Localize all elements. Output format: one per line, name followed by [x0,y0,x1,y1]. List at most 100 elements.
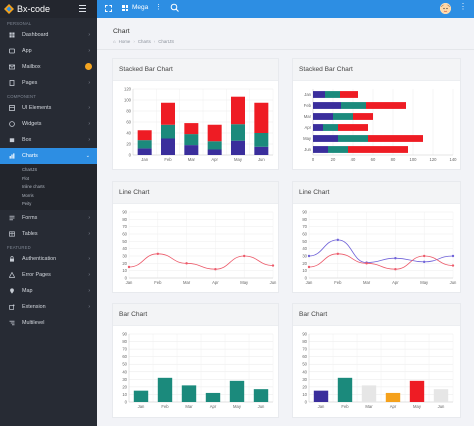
sidebar-item-label: Authentication [22,255,57,262]
bar [385,392,401,402]
y-tick-label: 40 [126,131,131,136]
card-title: Bar Chart [113,304,278,326]
submenu-item[interactable]: Inline charts [22,184,45,190]
bar [181,385,197,402]
line-chart-card-2: Line Chart 0 10 20 30 40 50 60 70 80 90 Jan Feb Mar A… [292,181,461,293]
x-tick-label: Jan [141,157,148,162]
sidebar-item-forms[interactable]: Forms › [0,210,97,226]
x-tick-label: Jan [126,280,133,285]
bar [368,135,423,142]
x-tick-label: Mar [183,280,191,285]
y-tick-label: 100 [124,98,132,103]
y-tick-label: 0 [305,276,308,281]
y-tick-label: 50 [122,239,127,244]
x-tick-label: Apr [211,157,218,162]
more-vertical-icon[interactable]: ⋮ [155,4,162,11]
series-line [308,253,454,270]
sidebar-item-pages[interactable]: Pages › [0,75,97,91]
bar [366,102,406,109]
y-tick-label: 20 [302,384,307,389]
y-tick-label: 40 [122,246,127,251]
data-point [423,254,426,258]
sidebar-item-extension[interactable]: Extension › [0,299,97,315]
error-pages-icon [9,271,15,278]
bar [161,138,175,155]
y-tick-label: 120 [124,87,132,92]
series-line [308,239,454,264]
submenu-item[interactable]: Morris [22,192,34,198]
y-tick-label: 60 [302,354,307,359]
y-tick-label: 90 [302,210,307,215]
chevron-right-icon: › [88,32,90,38]
sidebar-item-widgets[interactable]: Widgets › [0,116,97,132]
card-title: Stacked Bar Chart [113,59,278,81]
submenu-item[interactable]: Peity [22,201,32,207]
mega-menu-label[interactable]: Mega [132,4,149,11]
y-tick-label: 90 [122,332,127,337]
bar [254,146,269,155]
breadcrumb-charts[interactable]: Charts [137,39,151,44]
chevron-right-icon: › [88,255,90,262]
sidebar-item-ui-elements[interactable]: UI Elements › [0,100,97,116]
sidebar-item-map[interactable]: Map › [0,283,97,299]
sidebar-item-charts[interactable]: Charts ⌄ [0,148,97,164]
y-tick-label: 50 [302,362,307,367]
bar [137,140,152,149]
data-point [451,264,455,267]
sidebar-item-multilevel[interactable]: Multilevel [0,315,97,331]
brand-name: Bx-code [17,4,51,14]
bar [231,140,245,155]
breadcrumb-current: ChartJS [158,39,175,44]
submenu-item[interactable]: ChartJS [22,167,38,172]
y-tick-label: Jan [304,92,311,97]
card-title: Stacked Bar Chart [293,59,460,81]
y-tick-label: 40 [302,369,307,374]
sidebar-item-box[interactable]: Box › [0,132,97,148]
y-tick-label: 90 [122,210,127,215]
search-icon[interactable] [170,3,180,13]
grid-icon[interactable] [122,5,128,11]
menu-toggle-icon[interactable] [79,5,86,12]
y-tick-label: 70 [302,347,307,352]
more-icon[interactable]: ⋮ [459,2,467,11]
sidebar-item-tables[interactable]: Tables › [0,226,97,242]
submenu-item[interactable]: Flot [22,175,29,181]
tables-icon [9,231,15,237]
bar [184,145,199,155]
x-tick-label: 120 [430,157,438,162]
user-avatar[interactable] [440,3,451,14]
y-tick-label: 80 [122,339,127,344]
sidebar-item-label: App [22,48,32,54]
y-tick-label: 10 [302,268,307,273]
y-tick-label: 80 [302,217,307,222]
sidebar-item-label: Extension [22,303,46,310]
x-tick-label: May [240,280,249,285]
bar [433,389,449,402]
y-tick-label: May [303,136,312,141]
sidebar-item-mailbox[interactable]: Mailbox [0,59,97,75]
y-tick-label: 70 [122,347,127,352]
sidebar-item-dashboard[interactable]: Dashboard › [0,27,97,43]
y-tick-label: Mar [304,114,312,119]
sidebar-item-label: UI Elements [22,105,52,111]
bar [184,123,199,135]
sidebar-item-error-pages[interactable]: Error Pages › [0,267,97,283]
x-tick-label: 80 [391,157,396,162]
data-point [394,257,397,260]
data-point [243,254,246,258]
sidebar-item-label: Charts [22,153,38,159]
y-tick-label: 30 [122,377,127,382]
chevron-right-icon: › [88,48,90,54]
bar [323,124,338,131]
sidebar-item-label: Box [22,137,32,143]
logo-icon [4,4,14,14]
brand[interactable]: Bx-code [0,0,97,18]
data-point [336,238,339,242]
y-tick-label: 60 [122,354,127,359]
fullscreen-icon[interactable] [105,5,112,12]
sidebar-item-label: Pages [22,80,38,86]
sidebar-item-app[interactable]: App › [0,43,97,59]
breadcrumb-home[interactable]: Home [118,39,131,44]
sidebar-item-authentication[interactable]: Authentication › [0,251,97,267]
x-tick-label: Mar [185,404,193,409]
